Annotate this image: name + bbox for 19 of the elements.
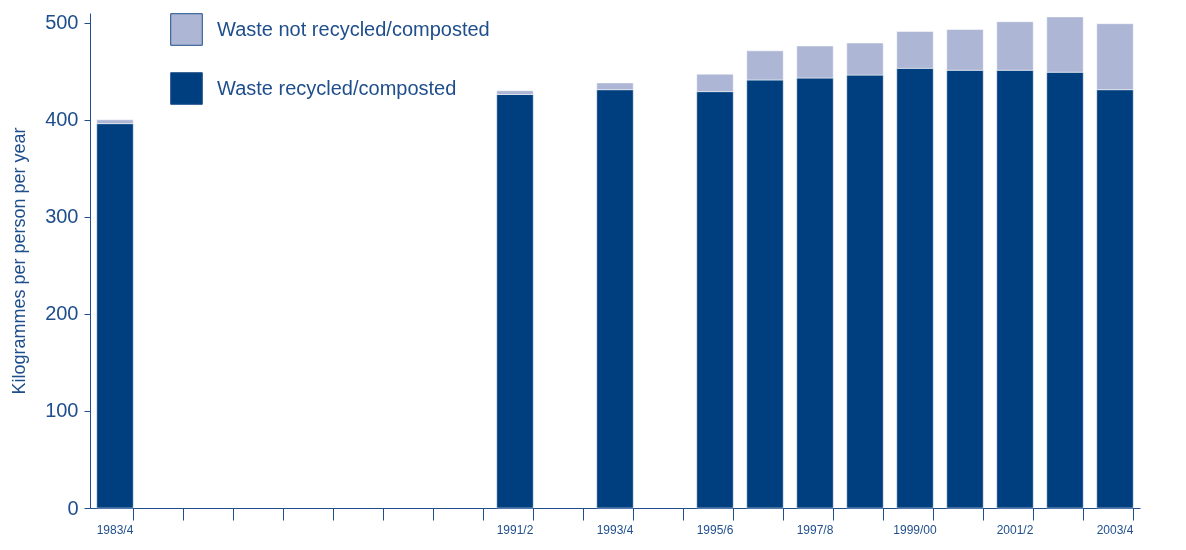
y-tick-label: 400 [45, 108, 79, 131]
x-tick-label: 2003/4 [1096, 522, 1134, 537]
legend-label: Waste recycled/composted [217, 76, 457, 99]
legend-label: Waste not recycled/composted [217, 17, 490, 40]
x-tick-label: 1997/8 [796, 522, 834, 537]
x-tick-label: 1995/6 [696, 522, 734, 537]
y-tick-label: 300 [45, 205, 79, 228]
bar [96, 123, 134, 509]
x-tick-label: 1983/4 [96, 522, 134, 537]
x-tick-label: 1993/4 [596, 522, 634, 537]
y-tick-label: 100 [45, 399, 79, 422]
y-tick-label: 200 [45, 302, 79, 325]
x-tick-label: 1991/2 [496, 522, 534, 537]
y-tick-label: 0 [67, 496, 79, 519]
bar [496, 94, 534, 509]
x-tick-label: 2001/2 [996, 522, 1034, 537]
y-tick-label: 500 [45, 11, 79, 34]
y-axis-title: Kilogrammes per person per year [9, 127, 30, 395]
x-tick-label: 1999/00 [893, 522, 938, 537]
